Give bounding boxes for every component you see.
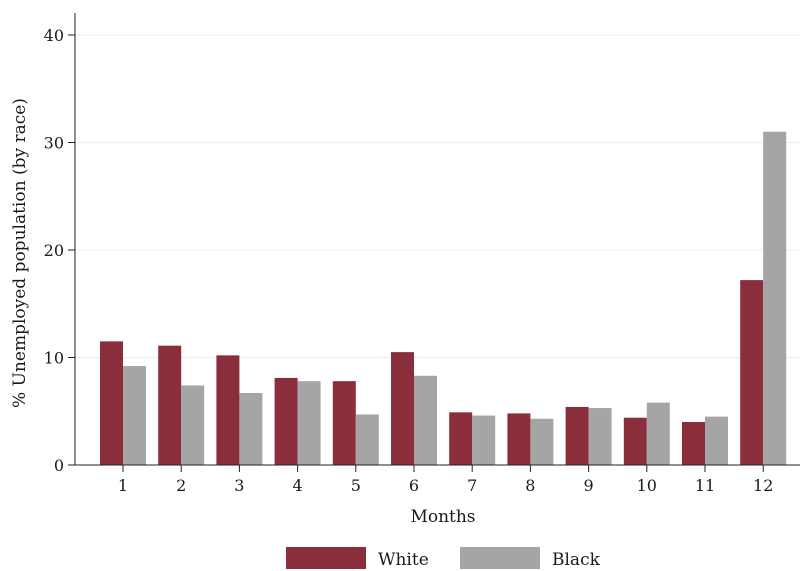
- bar-white-12: [740, 280, 764, 465]
- bar-black-8: [530, 418, 554, 465]
- bar-black-5: [355, 414, 379, 465]
- bar-black-12: [763, 131, 787, 465]
- legend-swatch-black: [460, 547, 540, 569]
- y-ticks: 0 10 20 30 40: [44, 26, 75, 475]
- bar-black-3: [239, 392, 263, 465]
- x-tick-label: 7: [467, 476, 477, 495]
- y-tick-label: 20: [44, 241, 64, 260]
- legend-swatch-white: [286, 547, 366, 569]
- y-tick-label: 40: [44, 26, 64, 45]
- bar-white-10: [623, 417, 647, 465]
- legend-label-white: White: [378, 550, 429, 570]
- bar-white-4: [274, 377, 298, 465]
- bar-white-7: [449, 412, 473, 465]
- x-tick-label: 1: [118, 476, 128, 495]
- x-ticks: 1 2 3 4 5 6 7 8 9 10 11 12: [118, 465, 773, 495]
- bar-black-10: [646, 402, 670, 465]
- bar-white-5: [332, 381, 356, 465]
- bar-black-7: [472, 415, 496, 465]
- bar-black-1: [123, 366, 146, 465]
- bar-black-9: [588, 408, 612, 465]
- y-tick-label: 0: [54, 456, 64, 475]
- legend: White Black: [286, 547, 601, 570]
- bar-black-6: [414, 375, 437, 465]
- bar-black-11: [705, 416, 728, 465]
- y-axis-title: % Unemployed population (by race): [10, 98, 30, 408]
- x-tick-label: 5: [351, 476, 361, 495]
- gridlines: [75, 34, 800, 358]
- axes: [74, 13, 800, 466]
- x-axis-title: Months: [410, 507, 475, 527]
- x-tick-label: 8: [525, 476, 535, 495]
- bar-white-6: [391, 352, 414, 465]
- bar-white-9: [565, 406, 589, 465]
- x-tick-label: 4: [293, 476, 303, 495]
- x-tick-label: 3: [234, 476, 244, 495]
- y-tick-label: 10: [44, 349, 64, 368]
- x-tick-label: 9: [584, 476, 594, 495]
- x-tick-label: 6: [409, 476, 419, 495]
- x-tick-label: 11: [695, 476, 715, 495]
- y-tick-label: 30: [44, 134, 64, 153]
- bar-white-8: [507, 413, 531, 465]
- bar-white-1: [100, 341, 123, 465]
- bar-black-2: [181, 385, 205, 465]
- bar-white-11: [682, 422, 705, 465]
- x-tick-label: 2: [176, 476, 186, 495]
- legend-label-black: Black: [552, 550, 601, 570]
- bar-black-4: [297, 381, 321, 465]
- x-tick-label: 12: [753, 476, 773, 495]
- x-tick-label: 10: [637, 476, 657, 495]
- bar-white-2: [158, 345, 182, 465]
- bars: [100, 131, 787, 465]
- bar-white-3: [216, 355, 240, 465]
